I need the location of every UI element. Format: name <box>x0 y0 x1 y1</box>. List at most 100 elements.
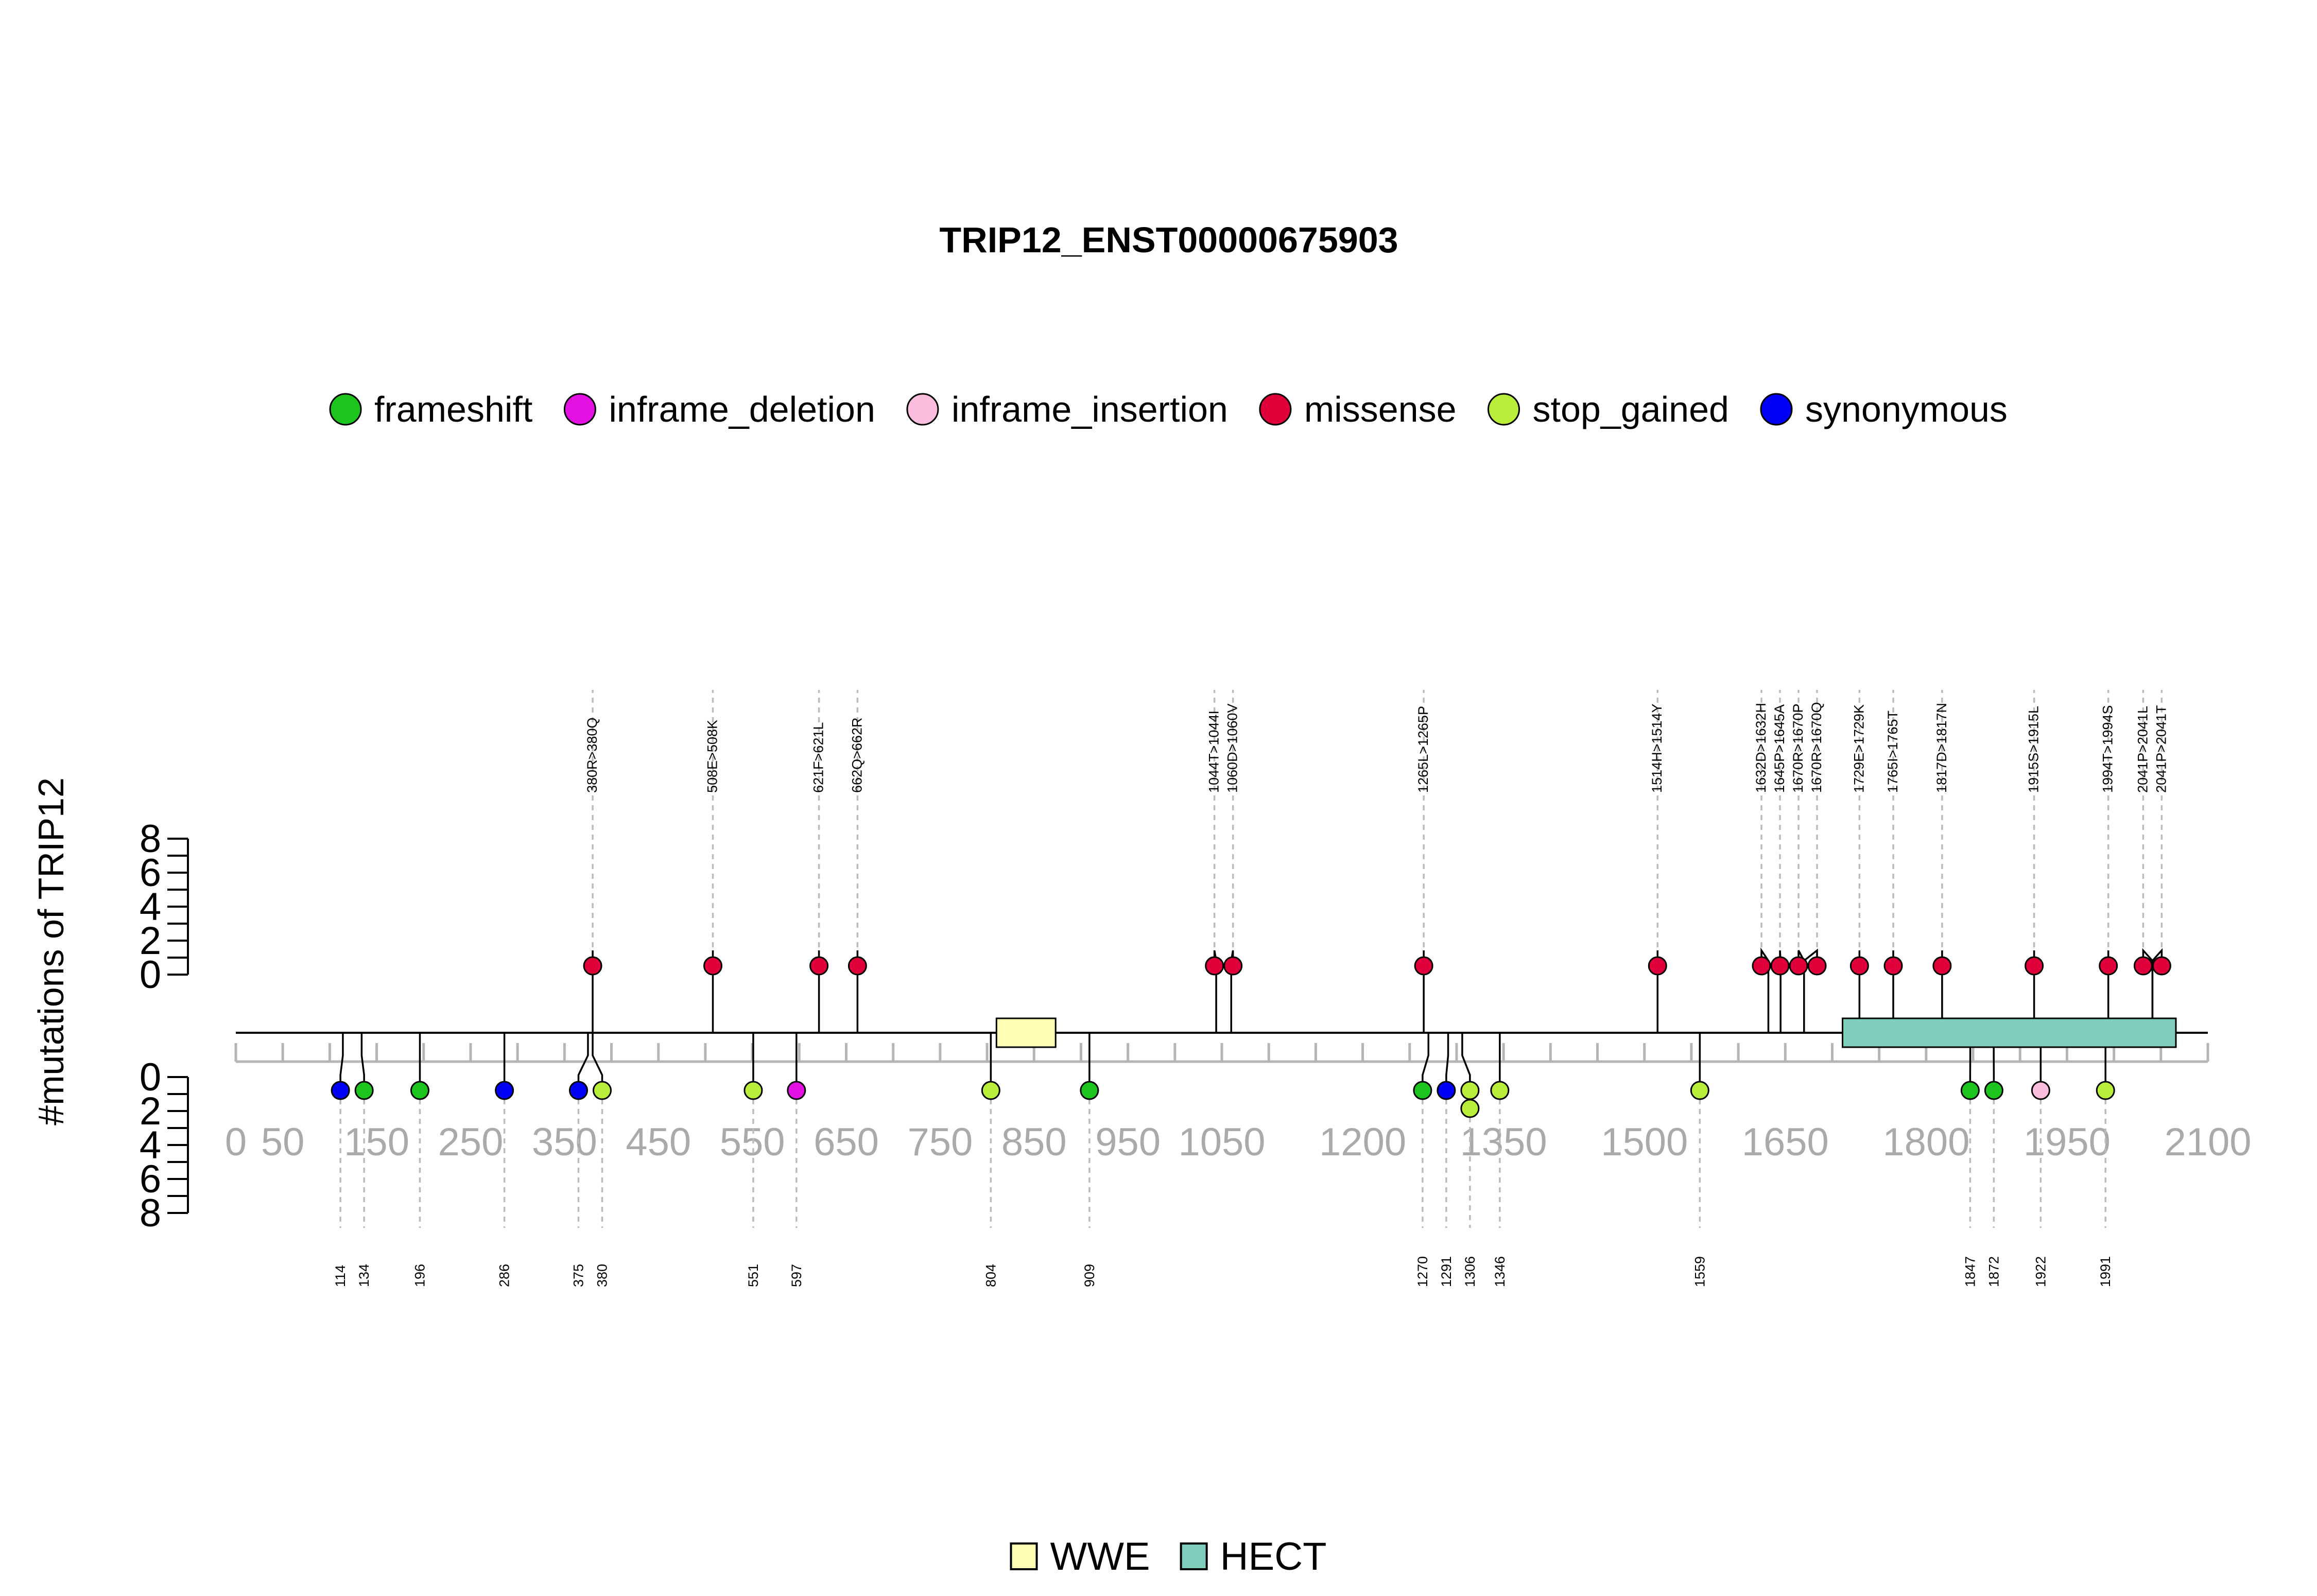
y-bottom-tick-label: 2 <box>140 1089 161 1133</box>
legend-stop_gained-swatch <box>1488 393 1520 426</box>
mutation-label: 1632D>1632H <box>1753 703 1769 793</box>
x-tick-label: 750 <box>907 1120 973 1164</box>
lollipop-head <box>787 1081 806 1100</box>
mutation-label: 1645P>1645A <box>1772 704 1787 793</box>
lollipop-head <box>2133 956 2153 976</box>
domain-WWE <box>995 1017 1057 1048</box>
mutation-label: 662Q>662R <box>849 718 864 793</box>
y-top-tick-label: 0 <box>140 953 161 997</box>
x-tick-label: 450 <box>626 1120 691 1164</box>
lollipop-head <box>848 956 867 976</box>
position-label: 114 <box>333 1265 348 1287</box>
position-label: 1872 <box>1986 1256 2001 1287</box>
x-tick-label: 1650 <box>1742 1120 1829 1164</box>
y-axis-label: #mutations of TRIP12 <box>31 777 71 1125</box>
x-tick-label: 950 <box>1095 1120 1161 1164</box>
mutation-label: 1994T>1994S <box>2100 705 2116 793</box>
y-bottom-tick-label: 6 <box>140 1157 161 1201</box>
mutation-label: 1670R>1670Q <box>1809 702 1824 793</box>
guide-lines <box>339 690 2163 1228</box>
lollipop-head <box>410 1081 429 1100</box>
position-label: 551 <box>746 1264 761 1287</box>
position-label: 196 <box>412 1264 427 1287</box>
mutation-label: 1265L>1265P <box>1415 706 1431 793</box>
lollipop-head <box>1414 956 1433 976</box>
lollipop-head <box>1490 1081 1510 1100</box>
position-label: 597 <box>789 1264 804 1287</box>
mutation-label: 1060D>1060V <box>1225 704 1240 793</box>
legend-missense-label: missense <box>1304 389 1457 429</box>
mutation-label: 1514H>1514Y <box>1649 704 1665 793</box>
lollipop-head <box>981 1081 1000 1100</box>
x-tick-label: 350 <box>532 1120 597 1164</box>
lollipop-head <box>1080 1081 1099 1100</box>
y-top-tick-label: 2 <box>140 919 161 963</box>
mutation-label: 621F>621L <box>811 722 826 793</box>
lollipop-head <box>331 1081 350 1100</box>
mutation-label: 2041P>2041T <box>2153 705 2169 793</box>
lollipop-head <box>2031 1081 2050 1100</box>
y-bottom-tick-label: 8 <box>140 1191 161 1235</box>
legend-frameshift-label: frameshift <box>374 389 532 429</box>
y-top-tick-label: 8 <box>140 817 161 861</box>
lollipop-head <box>1984 1081 2003 1100</box>
lollipop-head <box>583 956 602 976</box>
position-label: 1346 <box>1492 1256 1508 1287</box>
x-tick-label: 2100 <box>2164 1120 2251 1164</box>
lollipop-head <box>1752 956 1771 976</box>
domains <box>995 1017 2177 1048</box>
lollipop-head <box>2099 956 2118 976</box>
position-label: 804 <box>983 1264 998 1287</box>
lollipop-head <box>495 1081 514 1100</box>
lollipop-head <box>703 956 722 976</box>
lollipop-head <box>1223 956 1243 976</box>
position-label: 1270 <box>1415 1256 1430 1287</box>
lollipop-head <box>2152 956 2171 976</box>
lollipop-heads <box>331 956 2171 1118</box>
lollipop-head <box>1205 956 1224 976</box>
y-bottom-tick-label: 0 <box>140 1055 161 1099</box>
lollipop-head <box>1413 1081 1432 1100</box>
legend-inframe_deletion-label: inframe_deletion <box>609 389 875 429</box>
lollipop-head <box>1849 956 1869 976</box>
x-tick-label: 1200 <box>1319 1120 1406 1164</box>
lollipop-head <box>2096 1081 2115 1100</box>
lollipop-head <box>1960 1081 1980 1100</box>
position-label: 1291 <box>1439 1256 1454 1287</box>
x-tick-label: 50 <box>261 1120 305 1164</box>
lollipop-head <box>1460 1099 1480 1118</box>
lollipop-head <box>809 956 829 976</box>
mutation-label: 508E>508K <box>704 720 720 793</box>
lollipop-head <box>568 1081 588 1100</box>
x-tick-label: 1050 <box>1178 1120 1265 1164</box>
lollipop-head <box>1883 956 1903 976</box>
x-tick-label: 250 <box>438 1120 504 1164</box>
x-tick-label: 1950 <box>2024 1120 2111 1164</box>
lollipop-head <box>743 1081 763 1100</box>
position-label: 1847 <box>1962 1256 1978 1287</box>
position-label: 1991 <box>2098 1256 2113 1287</box>
lollipop-head <box>1807 956 1827 976</box>
legend-synonymous-swatch <box>1760 393 1793 426</box>
y-top-tick-label: 6 <box>140 851 161 895</box>
mutation-label: 1044T>1044I <box>1206 710 1222 793</box>
legend-missense-swatch <box>1259 393 1292 426</box>
domain-legend-WWE-swatch <box>1010 1542 1038 1570</box>
mutation-label: 1729E>1729K <box>1851 704 1866 793</box>
position-label: 380 <box>594 1264 610 1287</box>
lollipop-head <box>1932 956 1952 976</box>
x-tick-label: 850 <box>1001 1120 1067 1164</box>
position-label: 134 <box>356 1264 372 1287</box>
lollipop-head <box>592 1081 612 1100</box>
y-top-tick-label: 4 <box>140 885 161 929</box>
lollipop-head <box>1460 1081 1480 1100</box>
domain-legend-HECT-swatch <box>1180 1542 1208 1570</box>
position-label: 1306 <box>1462 1256 1478 1287</box>
legend-synonymous-label: synonymous <box>1805 389 2008 429</box>
position-label: 1559 <box>1692 1256 1707 1287</box>
legend-frameshift-swatch <box>329 393 362 426</box>
mutation-label: 2041P>2041L <box>2135 706 2150 793</box>
